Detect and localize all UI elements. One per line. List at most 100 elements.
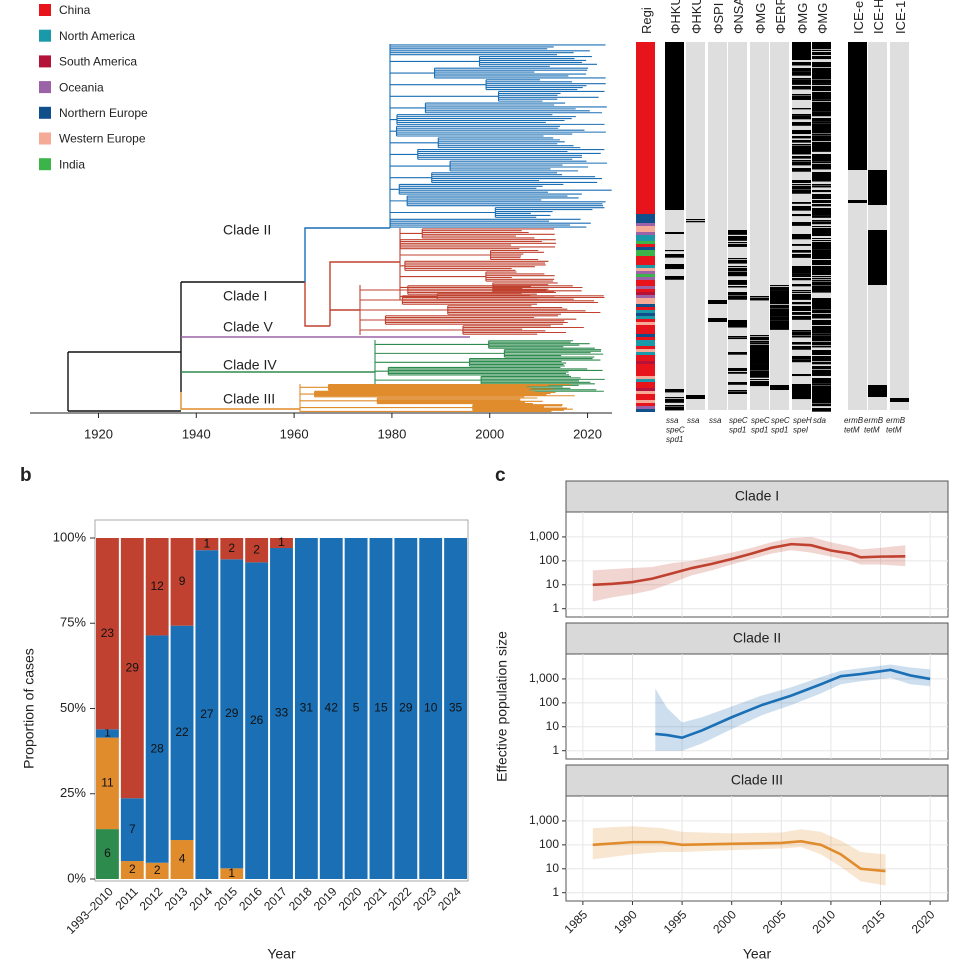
gene-block [728, 274, 747, 277]
gene-block [812, 336, 831, 339]
heatmap-column [750, 42, 769, 410]
gene-block [792, 144, 811, 146]
gene-block [812, 134, 831, 136]
gene-block [812, 196, 831, 200]
region-block [636, 211, 655, 214]
gene-block [812, 166, 831, 170]
tree-branch [359, 285, 605, 335]
y-tick-label: 1 [552, 743, 559, 757]
gene-block [792, 164, 811, 166]
region-block [636, 385, 655, 388]
gene-block [792, 330, 811, 332]
x-tick-label: 2011 [113, 884, 141, 912]
gene-block [792, 130, 811, 134]
gene-block [812, 178, 831, 182]
y-tick-label: 25% [60, 785, 86, 800]
gene-block [812, 92, 831, 96]
x-tick-label: 2014 [186, 884, 215, 913]
bar-value-label: 15 [374, 701, 388, 715]
gene-block [868, 230, 887, 285]
gene-block [750, 349, 769, 353]
y-tick-label: 100 [539, 553, 559, 567]
region-block [636, 409, 655, 412]
gene-block [812, 390, 831, 394]
region-block [636, 253, 655, 256]
region-block [636, 220, 655, 223]
gene-block [812, 242, 831, 245]
gene-block [812, 104, 831, 108]
bar-value-label: 33 [275, 706, 289, 720]
region-block [636, 214, 655, 217]
bar-segment [96, 829, 119, 879]
gene-block [812, 278, 831, 280]
gene-block [812, 316, 831, 319]
bar-segment [120, 538, 144, 799]
gene-block [812, 222, 831, 225]
gene-block [792, 96, 811, 100]
gene-block [792, 306, 811, 309]
x-tick-label: 2018 [286, 884, 315, 913]
gene-block [812, 308, 831, 310]
gene-block [812, 268, 831, 272]
gene-block [812, 190, 831, 193]
gene-block [792, 274, 811, 276]
gene-block [665, 250, 684, 252]
region-block [636, 394, 655, 397]
line [592, 542, 906, 587]
bar-segment [145, 862, 169, 879]
gene-block [812, 310, 831, 314]
region-block [636, 319, 655, 322]
region-block [636, 367, 655, 370]
gene-block [812, 98, 831, 100]
gene-block [812, 374, 831, 376]
bar-segment [319, 538, 343, 879]
gene-block [812, 142, 831, 146]
tree-branch [389, 44, 612, 228]
gene-block [750, 359, 769, 363]
gene-block [812, 256, 831, 260]
gene-block [812, 326, 831, 329]
gene-block [792, 116, 811, 120]
gene-block [728, 230, 747, 234]
region-block [636, 304, 655, 307]
gene-block [750, 375, 769, 378]
y-tick-label: 0% [67, 870, 86, 885]
heatmap-column [686, 42, 705, 410]
region-block [636, 328, 655, 331]
gene-block [728, 390, 747, 392]
gene-block [792, 384, 811, 388]
gene-block [728, 272, 747, 276]
gene-block [812, 324, 831, 326]
x-tick-label: 2024 [435, 884, 464, 913]
bar-value-label: 1 [228, 866, 235, 880]
gene-block [728, 382, 747, 385]
gene-block [750, 383, 769, 387]
gene-block [812, 64, 831, 67]
gene-block [665, 405, 684, 407]
gene-block [812, 128, 831, 131]
gene-block [792, 266, 811, 270]
gene-block [750, 363, 769, 365]
column-header: ΦMG [795, 3, 810, 34]
region-block [636, 382, 655, 385]
gene-block [812, 86, 831, 90]
region-block [636, 358, 655, 361]
x-tick-label: 1993–2010 [63, 884, 116, 937]
gene-block [792, 222, 811, 226]
gene-block [792, 82, 811, 85]
y-tick-label: 1 [552, 601, 559, 615]
region-block [636, 310, 655, 313]
y-axis-label: Proportion of cases [21, 648, 37, 769]
legend-swatch [39, 29, 51, 42]
column-header: Regi [639, 7, 654, 34]
gene-block [812, 52, 831, 56]
column-header: ΦERR [773, 0, 788, 34]
region-block [636, 307, 655, 310]
region-block [636, 262, 655, 265]
gene-block [792, 296, 811, 300]
gene-block [792, 148, 811, 152]
region-block [636, 274, 655, 277]
gene-block [812, 260, 831, 264]
gene-block [812, 366, 831, 369]
gene-label: tetM [886, 426, 902, 435]
